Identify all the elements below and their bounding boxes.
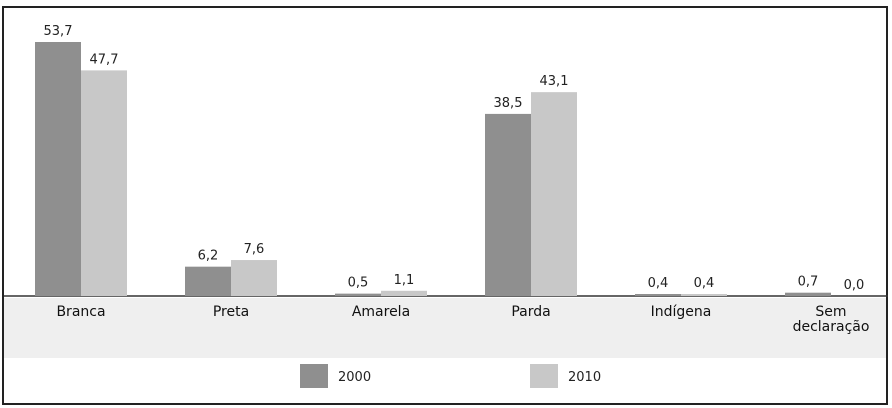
data-label-2000-2: 0,5 <box>348 276 369 291</box>
category-label-0: Branca <box>56 304 105 320</box>
bar-2010-4 <box>681 294 727 296</box>
data-label-2010-3: 43,1 <box>540 74 569 89</box>
data-label-2010-4: 0,4 <box>694 276 715 291</box>
category-label-3: Parda <box>511 304 550 320</box>
chart-frame <box>2 6 888 405</box>
category-band <box>4 298 886 358</box>
data-label-2000-0: 53,7 <box>44 24 73 39</box>
data-label-2000-5: 0,7 <box>798 275 819 290</box>
data-label-2000-3: 38,5 <box>494 96 523 111</box>
bar-2000-4 <box>635 294 681 296</box>
legend-label-2010: 2010 <box>568 370 601 385</box>
legend-swatch-2010 <box>530 364 558 388</box>
bar-2000-2 <box>335 293 381 296</box>
bar-2000-0 <box>35 42 81 296</box>
bar-2010-2 <box>381 290 427 296</box>
data-label-2000-4: 0,4 <box>648 276 669 291</box>
category-label-1: Preta <box>213 304 249 320</box>
category-label-4: Indígena <box>651 304 712 320</box>
data-label-2010-1: 7,6 <box>244 242 265 257</box>
bar-2010-0 <box>81 70 127 297</box>
data-label-2000-1: 6,2 <box>198 249 219 264</box>
bar-2000-1 <box>185 266 231 296</box>
category-label-2: Amarela <box>352 304 410 320</box>
data-label-2010-5: 0,0 <box>844 278 865 293</box>
legend-swatch-2000 <box>300 364 328 388</box>
bar-2000-3 <box>485 113 531 296</box>
bar-2010-3 <box>531 92 577 296</box>
bar-2000-5 <box>785 292 831 296</box>
bar-2010-1 <box>231 260 277 296</box>
category-label-5: Sem declaração <box>793 304 870 335</box>
data-label-2010-0: 47,7 <box>90 52 119 67</box>
data-label-2010-2: 1,1 <box>394 273 415 288</box>
legend-label-2000: 2000 <box>338 370 371 385</box>
